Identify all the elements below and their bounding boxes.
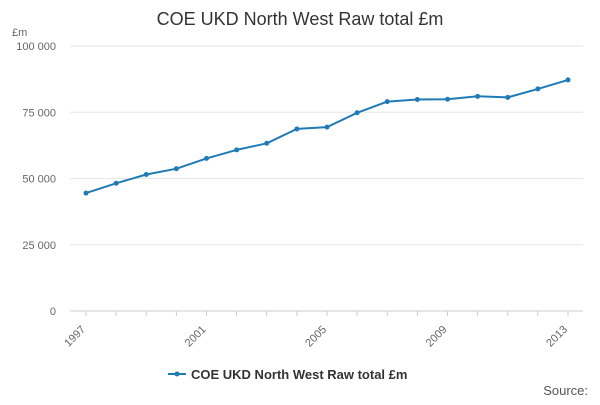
data-point <box>414 97 420 103</box>
x-tick-label: 2009 <box>424 324 450 350</box>
grid-layer <box>70 45 583 246</box>
y-tick-label: 50 000 <box>22 174 56 186</box>
y-tick-label: 25 000 <box>22 240 56 252</box>
data-point <box>143 172 149 178</box>
source-label: Source: <box>543 383 588 398</box>
series-layer <box>83 77 571 196</box>
legend-series-marker <box>174 371 180 377</box>
data-point <box>113 180 119 186</box>
data-point <box>384 99 390 105</box>
x-tick-label: 2001 <box>183 324 209 350</box>
data-point <box>354 110 360 116</box>
data-point <box>324 124 330 130</box>
axis-layer: 0 25 000 50 000 75 000 100 000 1997 2001 2005 20… <box>16 41 583 349</box>
data-point <box>475 93 481 99</box>
data-point <box>505 94 511 100</box>
y-tick-label: 75 000 <box>22 107 56 119</box>
legend-series-label: COE UKD North West Raw total £m <box>191 367 407 382</box>
y-tick-label: 100 000 <box>16 41 56 53</box>
data-point <box>294 126 300 132</box>
x-tick-label: 2013 <box>544 324 570 350</box>
y-axis-unit-label: £m <box>12 27 27 39</box>
data-point <box>445 96 450 102</box>
data-point <box>204 155 209 161</box>
data-point <box>565 77 571 83</box>
x-tick-label: 2005 <box>303 324 329 350</box>
data-point <box>264 140 270 146</box>
data-point <box>83 190 89 196</box>
chart-title: COE UKD North West Raw total £m <box>157 9 444 29</box>
x-tick-label: 1997 <box>62 324 88 350</box>
series-line <box>85 78 569 195</box>
data-point <box>234 147 240 153</box>
legend[interactable]: COE UKD North West Raw total £m <box>168 367 407 382</box>
data-point <box>535 86 541 92</box>
data-point <box>173 166 179 172</box>
y-tick-label: 0 <box>50 306 56 318</box>
